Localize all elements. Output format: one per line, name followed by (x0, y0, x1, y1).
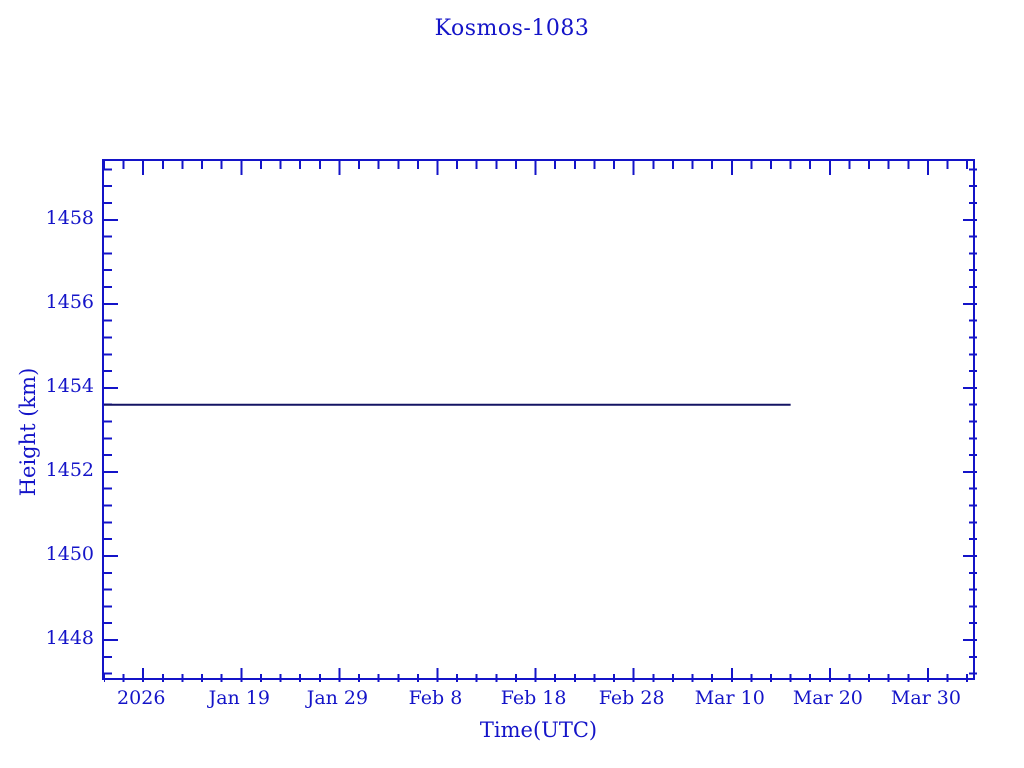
x-minor-tick-group (104, 161, 969, 682)
x-tick-label: Feb 28 (598, 687, 665, 709)
y-tick-label: 1448 (45, 626, 94, 649)
plot-area (102, 159, 977, 682)
y-tick-label: 1458 (45, 206, 94, 229)
y-tick-label: 1450 (45, 542, 94, 565)
y-axis-title: Height (km) (16, 367, 40, 497)
y-minor-tick-group (104, 168, 977, 675)
y-tick-label: 1454 (45, 374, 94, 397)
x-tick-label: Jan 29 (306, 687, 369, 709)
x-tick-label: Mar 10 (694, 687, 765, 709)
y-tick-label: 1452 (45, 458, 94, 481)
x-tick-label: Feb 18 (500, 687, 567, 709)
x-axis-title: Time(UTC) (479, 718, 598, 742)
x-tick-label: Mar 20 (792, 687, 863, 709)
chart-title: Kosmos-1083 (434, 16, 590, 41)
x-tick-label: Feb 8 (408, 687, 463, 709)
x-tick-label: Jan 19 (208, 687, 271, 709)
x-tick-label: 2026 (117, 687, 166, 709)
x-major-tick-group (142, 161, 929, 682)
y-tick-label: 1456 (45, 290, 94, 313)
x-tick-label: Mar 30 (890, 687, 961, 709)
y-major-tick-group (104, 218, 977, 641)
plot-canvas (104, 161, 977, 682)
